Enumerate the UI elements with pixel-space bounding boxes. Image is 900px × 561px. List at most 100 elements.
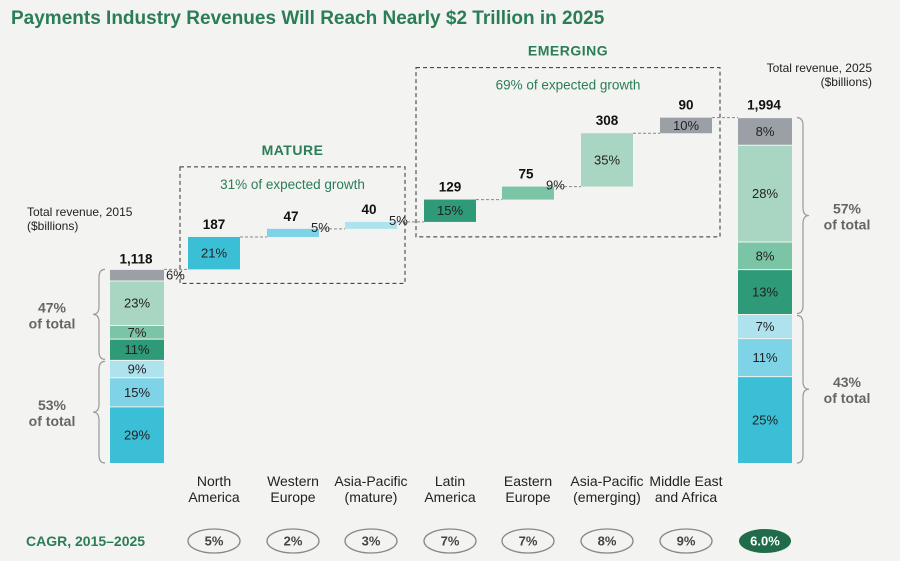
segment-label-2025: 8% [756,124,775,139]
category-label-mea: and Africa [655,489,717,505]
share-2015-emerging-text: of total [29,315,76,331]
bar-2015-segment-asia-mature [110,360,164,378]
total-2015-unit: ($billions) [27,219,78,233]
bar-2015-segment-north-america [110,406,164,463]
total-2025-value: 1,994 [747,98,781,113]
bar-pct-asia-mature: 5% [389,213,408,228]
labels: 29% 15% 9% 11% 7% 23% 6% 1,118 Total revenue, 20… [27,43,872,443]
segment-label-2015: 15% [124,385,150,400]
segment-label-2015: 23% [124,296,150,311]
category-label-asia-mature: (mature) [345,489,398,505]
cagr-pill-mea [659,528,713,554]
section-boxes [179,67,721,284]
mature-title: MATURE [262,142,324,158]
bar-2015-segment-latin-america [110,339,164,361]
bar-2025-segment-asia-emerging [738,145,792,242]
cagr-pill-total [739,529,791,553]
cagr-value-eastern-europe: 7% [519,534,538,549]
category-label-eastern-europe: Eastern [504,473,552,489]
cagr-pill-western-europe [266,528,320,554]
cagr-value-mea: 9% [677,534,696,549]
category-label-asia-mature: Asia-Pacific [334,473,407,489]
share-2025-mature-pct: 43% [833,374,862,390]
bar-2015-segment-eastern-europe [110,325,164,340]
emerging-subtitle: 69% of expected growth [496,78,641,93]
cagr-pill-asia-mature [344,528,398,554]
bar-pct-eastern-europe: 9% [546,178,565,193]
share-2015-mature-pct: 53% [38,397,67,413]
share-2015-emerging-pct: 47% [38,299,67,315]
segment-label-2025: 13% [752,285,778,300]
total-2025-unit: ($billions) [821,75,872,89]
segment-label-2015: 29% [124,427,150,442]
category-label-eastern-europe: Europe [505,489,550,505]
chart-title: Payments Industry Revenues Will Reach Ne… [11,8,605,29]
segment-label-2015: 9% [128,362,147,377]
connector-lines [164,117,738,270]
cagr-value-asia-mature: 3% [362,534,381,549]
share-2025-emerging-pct: 57% [833,201,862,217]
bar-2025-segment-asia-mature [738,314,792,339]
category-label-latin-america: Latin [435,473,465,489]
bar-value-asia-mature: 40 [361,202,376,217]
segment-label-2025: 28% [752,186,778,201]
category-label-western-europe: Western [267,473,319,489]
total-2015-label: Total revenue, 2015 [27,205,133,219]
bar-western-europe [267,228,319,237]
bar-value-mea: 90 [678,98,693,113]
bars [110,117,792,463]
category-label-latin-america: America [424,489,476,505]
cagr-pill-north-america [187,528,241,554]
cagr-value-north-america: 5% [205,534,224,549]
segment-label-2015: 7% [128,325,147,340]
segment-label-2025: 11% [752,350,777,365]
share-2015-mature-text: of total [29,413,76,429]
segment-label-2025: 25% [752,412,778,427]
bar-value-north-america: 187 [203,217,226,232]
segment-label-2025: 7% [756,319,775,334]
category-labels: NorthAmericaWesternEuropeAsia-Pacific(ma… [188,473,722,505]
brace-2015-mature [92,360,106,464]
cagr-row: CAGR, 2015–2025 5% 2% 3% 7% 7% 8% 9% 6.0% [26,528,791,554]
bar-value-latin-america: 129 [439,180,462,195]
segment-label-2025: 8% [756,248,775,263]
cagr-value-western-europe: 2% [284,534,303,549]
bar-2025-segment-eastern-europe [738,241,792,270]
bar-mea [660,117,712,134]
bar-eastern-europe [502,186,554,200]
brace-2015-emerging [92,268,106,360]
cagr-pill-asia-emerging [580,528,634,554]
bar-asia-emerging [581,133,633,187]
bar-2025-segment-north-america [738,376,792,463]
emerging-box [415,67,721,238]
category-label-north-america: America [188,489,240,505]
share-2025-emerging-text: of total [824,217,871,233]
total-2015-value: 1,118 [119,251,153,266]
cagr-value-latin-america: 7% [441,534,460,549]
bar-pct-north-america: 21% [201,246,227,261]
segment-label-2015: 11% [124,342,149,357]
bar-north-america [188,236,240,270]
bar-latin-america [424,199,476,222]
category-label-mea: Middle East [649,473,722,489]
total-2025-label: Total revenue, 2025 [767,61,873,75]
cagr-title: CAGR, 2015–2025 [26,533,145,549]
bar-2025-segment-mea [738,117,792,146]
emerging-title: EMERGING [528,43,608,59]
share-2025-mature-text: of total [824,390,871,406]
bar-value-western-europe: 47 [283,209,298,224]
category-label-asia-emerging: (emerging) [573,489,641,505]
cagr-value-total: 6.0% [750,534,780,549]
category-label-asia-emerging: Asia-Pacific [570,473,643,489]
cagr-value-asia-emerging: 8% [598,534,617,549]
category-label-western-europe: Europe [270,489,315,505]
segment-label-2015-mea: 6% [166,268,185,283]
bar-2015-segment-asia-emerging [110,280,164,326]
bar-value-eastern-europe: 75 [518,167,534,182]
cagr-pill-latin-america [423,528,477,554]
brace-2025-emerging [796,117,810,315]
cagr-pill-eastern-europe [501,528,555,554]
category-label-north-america: North [197,473,231,489]
bar-2025-segment-western-europe [738,338,792,377]
